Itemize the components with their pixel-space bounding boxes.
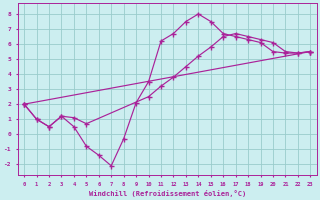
X-axis label: Windchill (Refroidissement éolien,°C): Windchill (Refroidissement éolien,°C) — [89, 190, 246, 197]
